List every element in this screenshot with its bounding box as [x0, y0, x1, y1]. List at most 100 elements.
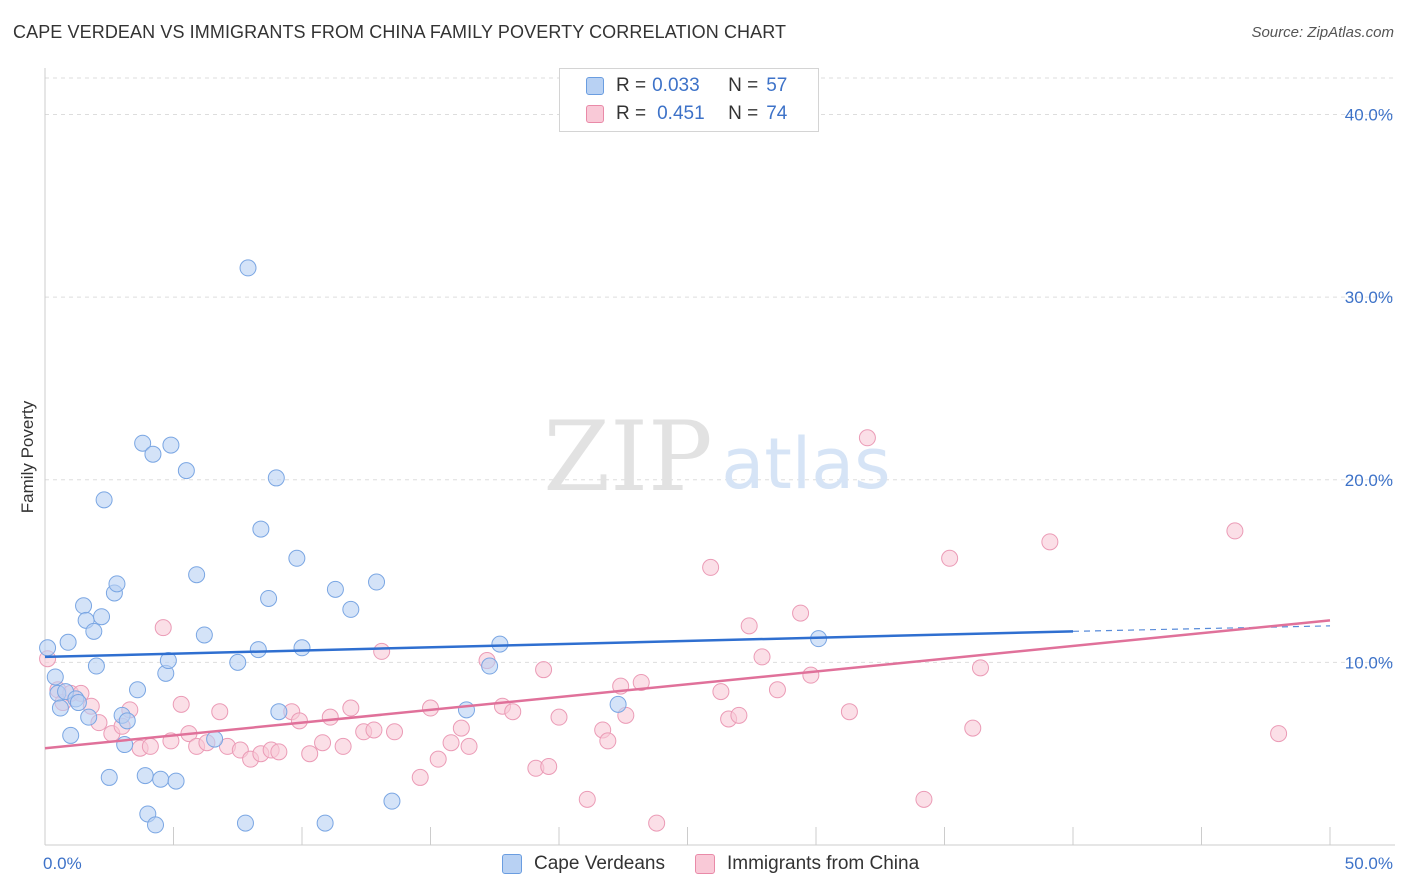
axes — [44, 68, 1395, 846]
data-point — [195, 626, 213, 644]
data-point — [452, 719, 470, 737]
data-point — [172, 695, 190, 713]
y-tick-label: 30.0% — [1345, 288, 1393, 307]
data-point — [740, 617, 758, 635]
data-point — [136, 767, 154, 785]
data-point — [386, 723, 404, 741]
data-point — [768, 681, 786, 699]
data-point — [609, 695, 627, 713]
data-point — [290, 712, 308, 730]
data-point — [1226, 522, 1244, 540]
legend-n-value: 74 — [766, 103, 788, 124]
data-point — [535, 661, 553, 679]
watermark: ZIP atlas — [543, 401, 890, 513]
data-point — [260, 589, 278, 607]
data-point — [321, 708, 339, 726]
data-point — [840, 703, 858, 721]
data-point — [632, 673, 650, 691]
data-point — [87, 657, 105, 675]
data-point — [971, 659, 989, 677]
data-point — [69, 694, 87, 712]
legend-r-label: R = — [616, 75, 647, 96]
data-point — [177, 462, 195, 480]
source-label: Source: ZipAtlas.com — [1251, 24, 1394, 41]
data-point — [159, 652, 177, 670]
x-tick-label: 50.0% — [1345, 854, 1393, 873]
data-point — [915, 790, 933, 808]
legend-swatch-blue — [586, 77, 604, 95]
data-point — [51, 699, 69, 717]
data-point — [108, 575, 126, 593]
data-point — [342, 600, 360, 618]
data-point — [39, 639, 57, 657]
data-point — [442, 734, 460, 752]
legend-row-immigrants-from-china: R = 0.451 N = 74 — [586, 102, 787, 126]
gridlines — [45, 77, 1395, 663]
legend-item-immigrants-from-china[interactable]: Immigrants from China — [695, 853, 919, 875]
data-point — [288, 549, 306, 567]
data-point — [152, 770, 170, 788]
legend-label: Immigrants from China — [727, 853, 920, 874]
data-point — [599, 732, 617, 750]
data-point — [460, 737, 478, 755]
data-point — [188, 566, 206, 584]
data-point — [236, 814, 254, 832]
data-point — [858, 429, 876, 447]
legend-r-label: R = — [616, 103, 647, 124]
x-tick-label: 0.0% — [43, 854, 82, 873]
data-point — [211, 703, 229, 721]
data-point — [229, 653, 247, 671]
data-point — [144, 445, 162, 463]
chart-title: CAPE VERDEAN VS IMMIGRANTS FROM CHINA FA… — [13, 22, 787, 42]
legend-label: Cape Verdeans — [534, 853, 665, 874]
data-point — [411, 768, 429, 786]
data-point — [730, 706, 748, 724]
legend-row-cape-verdeans: R = 0.033 N = 57 — [586, 74, 787, 98]
data-point — [373, 642, 391, 660]
data-point — [792, 604, 810, 622]
data-point — [270, 703, 288, 721]
legend-n-value: 57 — [766, 75, 788, 96]
data-point — [46, 668, 64, 686]
data-point — [167, 772, 185, 790]
trend-lines — [44, 619, 1331, 750]
data-point — [941, 549, 959, 567]
data-point — [578, 790, 596, 808]
data-point — [712, 683, 730, 701]
data-point — [206, 730, 224, 748]
y-tick-label: 10.0% — [1345, 653, 1393, 672]
y-axis-title: Family Poverty — [18, 400, 37, 513]
data-point — [141, 737, 159, 755]
data-point — [550, 708, 568, 726]
data-point — [365, 721, 383, 739]
data-point — [62, 726, 80, 744]
data-point — [326, 580, 344, 598]
data-point — [1041, 533, 1059, 551]
data-point — [267, 469, 285, 487]
data-point — [162, 436, 180, 454]
data-point — [270, 743, 288, 761]
data-point — [334, 737, 352, 755]
data-point — [75, 597, 93, 615]
legend-r-value: 0.033 — [652, 75, 700, 96]
stats-legend: R = 0.033 N = 57 R = 0.451 N = 74 — [559, 68, 819, 132]
data-point — [648, 814, 666, 832]
data-point — [504, 703, 522, 721]
watermark-zip: ZIP — [543, 401, 712, 513]
legend-swatch-pink — [695, 854, 715, 874]
trend-line-immigrants-from-china — [44, 619, 1331, 750]
data-point — [316, 814, 334, 832]
data-point — [1270, 725, 1288, 743]
legend-r-value: 0.451 — [657, 103, 705, 124]
trend-line-cape-verdeans-extension — [1072, 625, 1331, 632]
series-legend: Cape Verdeans Immigrants from China — [502, 853, 949, 875]
data-point — [95, 491, 113, 509]
data-point — [702, 558, 720, 576]
data-point — [540, 757, 558, 775]
data-point — [293, 639, 311, 657]
data-point — [481, 657, 499, 675]
data-point — [239, 259, 257, 277]
legend-item-cape-verdeans[interactable]: Cape Verdeans — [502, 853, 665, 875]
trend-line-cape-verdeans — [44, 630, 1074, 659]
